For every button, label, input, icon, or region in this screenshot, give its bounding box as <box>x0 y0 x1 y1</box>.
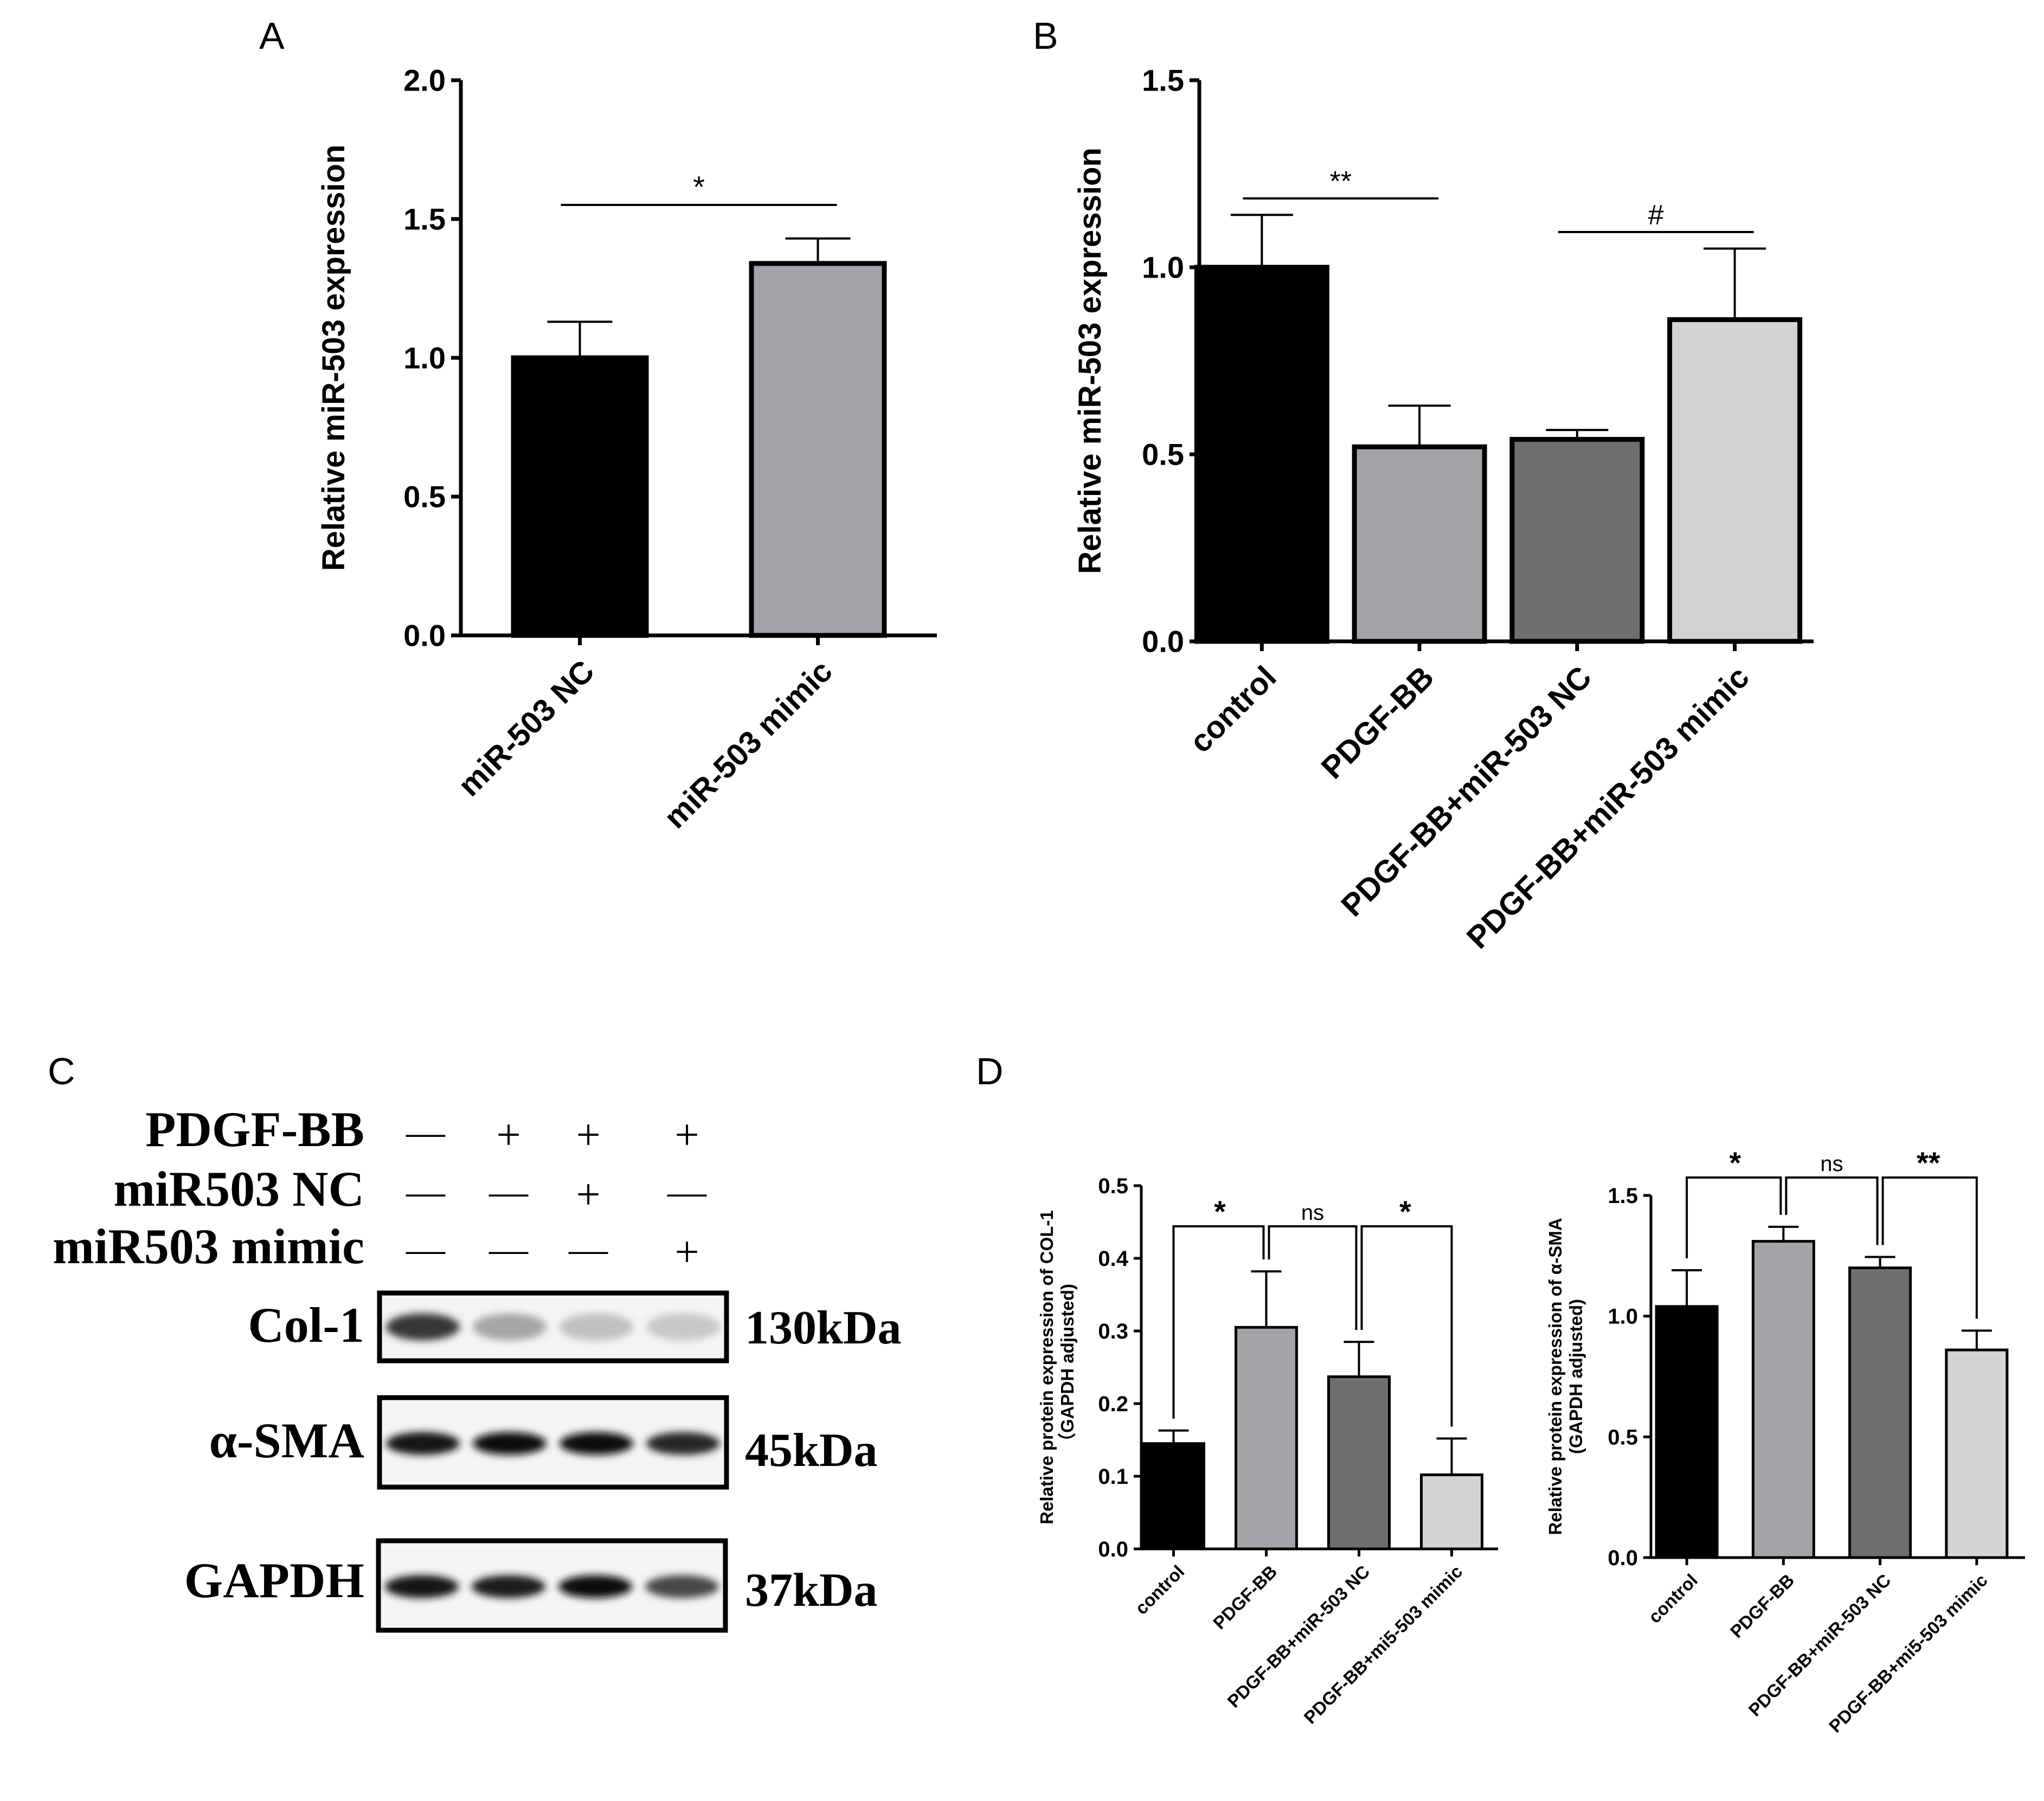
protein-band <box>386 1432 460 1455</box>
y-tick-label: 0.0 <box>1608 1546 1638 1570</box>
minus-mark: — <box>406 1110 446 1154</box>
protein-band <box>646 1432 720 1455</box>
y-tick-label: 1.0 <box>403 341 446 375</box>
plus-mark: + <box>576 1171 600 1219</box>
molecular-weight-label: 45kDa <box>745 1424 878 1477</box>
y-tick-label: 0.4 <box>1098 1247 1128 1271</box>
minus-mark: — <box>568 1227 608 1271</box>
protein-band <box>645 1575 719 1598</box>
y-tick-label: 1.5 <box>403 202 446 236</box>
protein-band <box>473 1432 547 1455</box>
significance-bracket <box>1881 1176 1978 1319</box>
significance-label: * <box>693 170 705 204</box>
treatment-label: miR503 NC <box>113 1161 364 1217</box>
significance-label: # <box>1648 200 1664 231</box>
plus-mark: + <box>576 1111 600 1159</box>
protein-band <box>558 1575 632 1598</box>
protein-label: α-SMA <box>209 1413 364 1468</box>
significance-bracket <box>1268 1225 1358 1330</box>
y-tick-label: 0.5 <box>1142 438 1184 472</box>
y-tick-label: 0.0 <box>403 619 446 653</box>
bar <box>1751 1240 1815 1559</box>
protein-band <box>560 1432 633 1455</box>
plus-mark: + <box>496 1111 520 1159</box>
bar <box>1509 436 1645 644</box>
minus-mark: — <box>667 1170 707 1213</box>
protein-band <box>385 1575 459 1598</box>
y-axis-title-group: Relative miR-503 expression <box>316 145 351 571</box>
protein-band <box>473 1313 547 1341</box>
bar <box>1945 1348 2009 1559</box>
y-tick-label: 0.5 <box>1608 1425 1638 1449</box>
panel-letter-c: C <box>48 1050 75 1092</box>
significance-label: * <box>1399 1194 1411 1228</box>
y-axis-title: Relative protein expression of COL-1 <box>1037 1210 1057 1524</box>
protein-band <box>560 1313 633 1341</box>
plus-mark: + <box>674 1228 699 1276</box>
bar <box>1194 265 1329 644</box>
significance-label: ** <box>1330 166 1352 197</box>
y-tick-label: 0.5 <box>1098 1174 1128 1198</box>
y-tick-label: 0.1 <box>1098 1465 1128 1489</box>
protein-band <box>646 1313 720 1341</box>
significance-bracket <box>1172 1225 1265 1419</box>
panel-letter-d: D <box>976 1050 1004 1092</box>
y-tick-label: 0.2 <box>1098 1392 1128 1416</box>
molecular-weight-label: 37kDa <box>745 1564 878 1617</box>
protein-band <box>386 1313 460 1341</box>
y-axis-subtitle: (GAPDH adjusted) <box>1566 1299 1586 1454</box>
bar <box>511 355 649 638</box>
bar <box>1352 444 1487 644</box>
significance-label: ns <box>1301 1201 1324 1225</box>
y-tick-label: 2.0 <box>403 63 446 98</box>
bar <box>1235 1326 1298 1551</box>
y-axis-title-group: Relative protein expression of α-SMA (GAP… <box>1545 1218 1586 1535</box>
molecular-weight-label: 130kDa <box>745 1302 902 1354</box>
panel-letter-b: B <box>1033 15 1058 57</box>
minus-mark: — <box>406 1227 446 1271</box>
treatment-label: miR503 mimic <box>53 1219 364 1274</box>
bar <box>1420 1473 1483 1551</box>
y-axis-title-group: Relative miR-503 expression <box>1072 147 1108 574</box>
significance-bracket <box>1360 1225 1453 1427</box>
y-tick-label: 0.0 <box>1098 1538 1128 1561</box>
protein-label: GAPDH <box>184 1553 364 1608</box>
bar <box>1142 1442 1205 1551</box>
y-axis-title: Relative miR-503 expression <box>316 145 351 571</box>
bar <box>1655 1305 1719 1559</box>
significance-bracket <box>1686 1176 1782 1259</box>
western-blot-panel: PDGF-BB — + + + miR503 NC — — + — miR503 mimic — — — +… <box>53 1102 902 1633</box>
y-tick-label: 1.5 <box>1608 1184 1638 1208</box>
protein-label: Col-1 <box>248 1297 364 1353</box>
bar <box>749 261 887 638</box>
bar <box>1667 317 1803 644</box>
bar <box>1327 1375 1391 1551</box>
panel-letter-a: A <box>259 15 285 57</box>
significance-label: ** <box>1917 1146 1940 1180</box>
y-axis-title: Relative miR-503 expression <box>1072 147 1108 574</box>
significance-bracket <box>1785 1176 1879 1245</box>
significance-label: * <box>1729 1146 1741 1180</box>
y-axis-title-group: Relative protein expression of COL-1 （GAP… <box>1037 1210 1077 1524</box>
treatment-label: PDGF-BB <box>145 1102 364 1157</box>
y-axis-title: Relative protein expression of α-SMA <box>1545 1218 1565 1535</box>
y-tick-label: 1.0 <box>1142 250 1184 285</box>
y-tick-label: 0.0 <box>1142 625 1184 659</box>
y-axis-subtitle: （GAPDH adjusted) <box>1057 1284 1077 1451</box>
minus-mark: — <box>488 1170 529 1213</box>
significance-label: * <box>1214 1194 1226 1228</box>
y-tick-label: 1.5 <box>1142 63 1184 98</box>
minus-mark: — <box>406 1170 446 1213</box>
y-tick-label: 1.0 <box>1608 1305 1638 1329</box>
y-tick-label: 0.3 <box>1098 1320 1128 1343</box>
y-tick-label: 0.5 <box>403 480 446 514</box>
significance-label: ns <box>1820 1152 1843 1176</box>
minus-mark: — <box>488 1227 529 1271</box>
bar <box>1848 1266 1912 1559</box>
protein-band <box>472 1575 545 1598</box>
plus-mark: + <box>674 1111 699 1159</box>
